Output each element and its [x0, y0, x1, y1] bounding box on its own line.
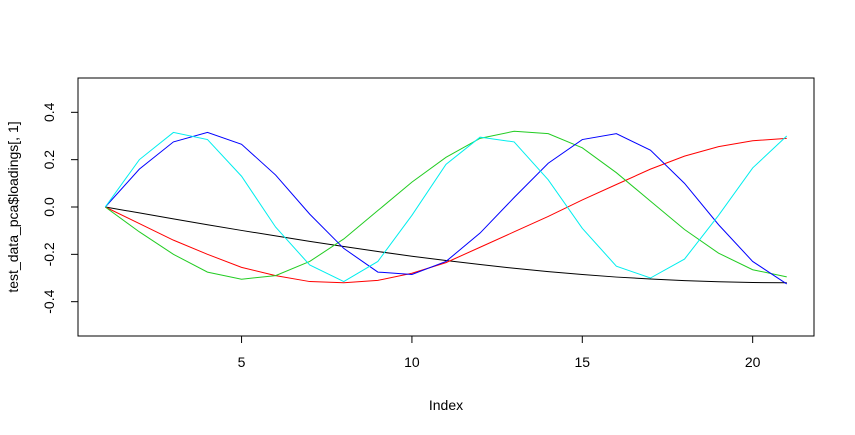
y-tick-label: -0.2 — [41, 242, 57, 266]
series-line — [105, 206, 787, 284]
x-tick-label: 10 — [404, 354, 420, 370]
series-line — [105, 137, 787, 284]
series-line — [104, 131, 788, 283]
series-line — [104, 131, 788, 285]
y-tick-label: 0.4 — [41, 102, 57, 122]
series-line — [104, 130, 787, 280]
y-tick-label: -0.4 — [41, 289, 57, 313]
x-tick-label: 5 — [238, 354, 246, 370]
y-tick-label: 0.2 — [41, 150, 57, 170]
y-axis-label: test_data_pca$loadings[, 1] — [5, 121, 21, 292]
x-axis-label: Index — [429, 397, 463, 413]
x-tick-label: 15 — [575, 354, 591, 370]
y-tick-label: 0.0 — [41, 197, 57, 217]
x-tick-label: 20 — [745, 354, 761, 370]
